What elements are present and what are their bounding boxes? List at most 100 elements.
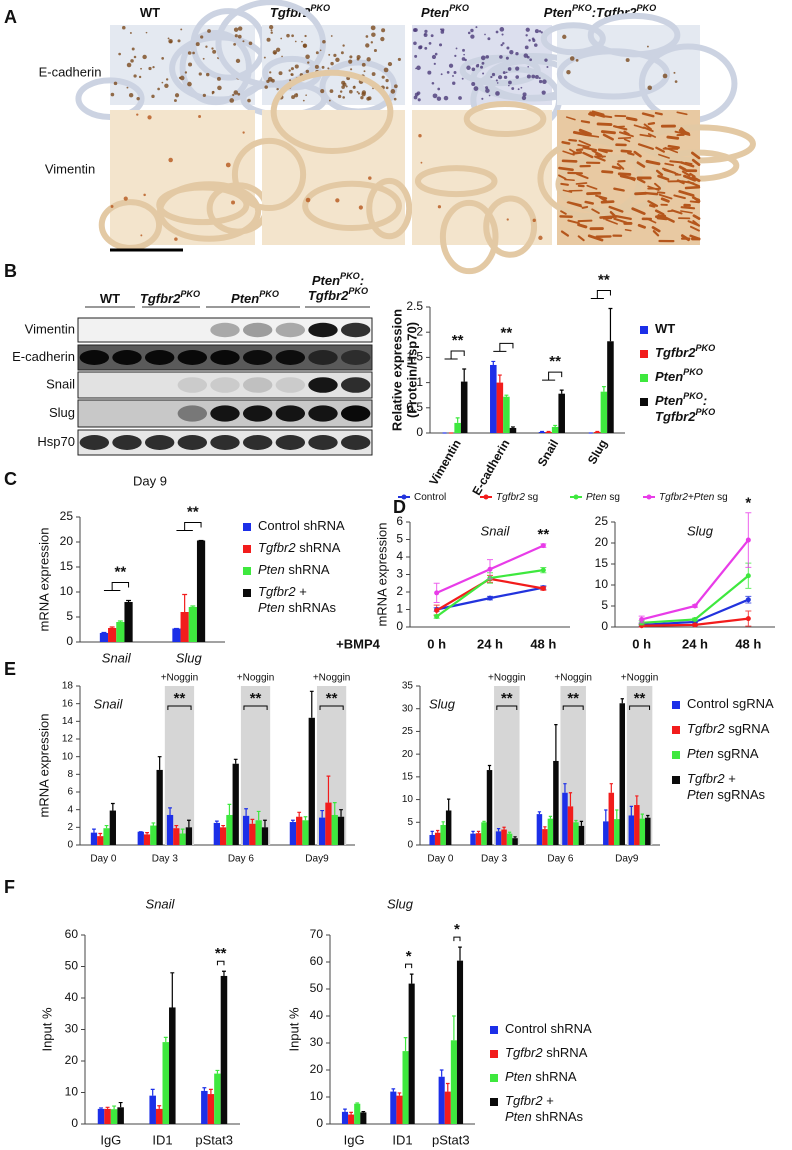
y-tick-label: 4 — [396, 549, 403, 563]
stain — [520, 86, 523, 89]
stain — [113, 81, 118, 86]
blot-band — [177, 435, 208, 450]
stain — [370, 41, 374, 44]
stain — [502, 71, 506, 75]
bar — [162, 1042, 170, 1124]
stain — [437, 87, 441, 91]
stain — [562, 34, 567, 40]
legend-label: Tgfbr2PKO — [655, 343, 715, 360]
stain — [580, 120, 591, 124]
stain — [572, 130, 588, 136]
error-bar — [455, 417, 460, 423]
legend-dot — [483, 494, 489, 500]
stain — [140, 234, 143, 237]
stain — [681, 170, 691, 177]
y-tick-label: 2 — [396, 584, 403, 598]
stain — [458, 96, 462, 100]
y-tick-label: 30 — [402, 703, 414, 714]
y-tick-label: 10 — [65, 1085, 79, 1099]
stain — [341, 80, 346, 85]
stain — [269, 24, 274, 30]
text-run: PKO — [683, 391, 703, 401]
y-tick-label: 16 — [62, 698, 74, 709]
stain — [370, 25, 376, 31]
stain — [413, 95, 418, 100]
y-tick-label: 0 — [416, 425, 423, 439]
y-tick-label: 5 — [66, 609, 73, 623]
bracket — [405, 963, 413, 969]
x-tick-label: 0 h — [427, 636, 446, 651]
blot-header: PtenPKO — [231, 289, 279, 306]
stain — [302, 99, 305, 102]
stain — [294, 64, 299, 69]
blot-band — [210, 322, 240, 338]
x-tick-label: E-cadherin — [469, 437, 512, 498]
stain — [385, 86, 389, 90]
bar — [155, 1108, 163, 1124]
text-run: Pten — [312, 273, 340, 288]
tissue — [439, 199, 499, 275]
stain — [673, 71, 676, 74]
stain — [416, 65, 421, 71]
stain — [497, 75, 503, 80]
blot-band — [308, 322, 338, 338]
legend-dot — [573, 494, 579, 500]
legend-swatch — [243, 545, 251, 553]
text-run: Control shRNA — [258, 518, 345, 533]
error-bar — [163, 1036, 168, 1043]
y-axis-label: Relative expression — [389, 309, 404, 431]
error-bar — [507, 831, 512, 834]
text-run: + — [296, 584, 307, 599]
text-run: Pten — [586, 492, 607, 503]
stain — [393, 97, 397, 101]
legend-label: Tgfbr2 + Pten shRNAs — [505, 1093, 584, 1124]
stain — [136, 113, 139, 116]
significance: * — [745, 495, 751, 512]
stain — [538, 235, 543, 241]
text-run: Tgfbr2 — [687, 771, 725, 786]
stain — [676, 179, 685, 185]
bar — [536, 814, 543, 845]
stain — [666, 135, 680, 140]
stain — [365, 35, 369, 38]
stain — [330, 61, 334, 66]
legend-label: Pten shRNA — [505, 1069, 577, 1084]
error-bar — [98, 832, 103, 837]
blot-band — [210, 350, 240, 365]
tissue — [302, 180, 402, 232]
error-bar — [646, 814, 650, 818]
bar — [512, 838, 518, 845]
tissue — [98, 199, 163, 251]
stain — [605, 218, 618, 225]
shade-label: +Noggin — [554, 673, 592, 684]
legend-label: Tgfbr2 shRNA — [258, 540, 341, 555]
text-run: Tgfbr2 — [505, 1045, 543, 1060]
error-bar — [263, 819, 267, 828]
y-tick-label: 1 — [396, 602, 403, 616]
text-run: Tgfbr2 — [687, 721, 725, 736]
stain — [506, 218, 509, 221]
chart-title: Snail — [146, 896, 176, 911]
stain — [446, 71, 450, 74]
y-tick-label: 40 — [65, 990, 79, 1004]
stain — [495, 91, 500, 96]
bar — [558, 393, 565, 433]
x-tick-label: Day 0 — [90, 854, 117, 865]
blot-band — [144, 350, 175, 365]
stain — [461, 77, 464, 80]
stain — [625, 58, 630, 63]
error-bar — [554, 724, 558, 761]
error-bar — [620, 698, 624, 704]
stain — [502, 42, 505, 45]
stain — [692, 214, 701, 220]
error-bar — [510, 426, 515, 428]
stain — [417, 98, 421, 102]
bar — [226, 814, 233, 845]
text-run: : — [360, 273, 364, 288]
tissue — [156, 184, 250, 226]
text-run: PKO — [683, 367, 703, 377]
stain — [427, 70, 432, 75]
legend-label: Tgfbr2 sgRNA — [687, 721, 770, 736]
stain — [481, 97, 484, 100]
stain — [198, 115, 202, 118]
